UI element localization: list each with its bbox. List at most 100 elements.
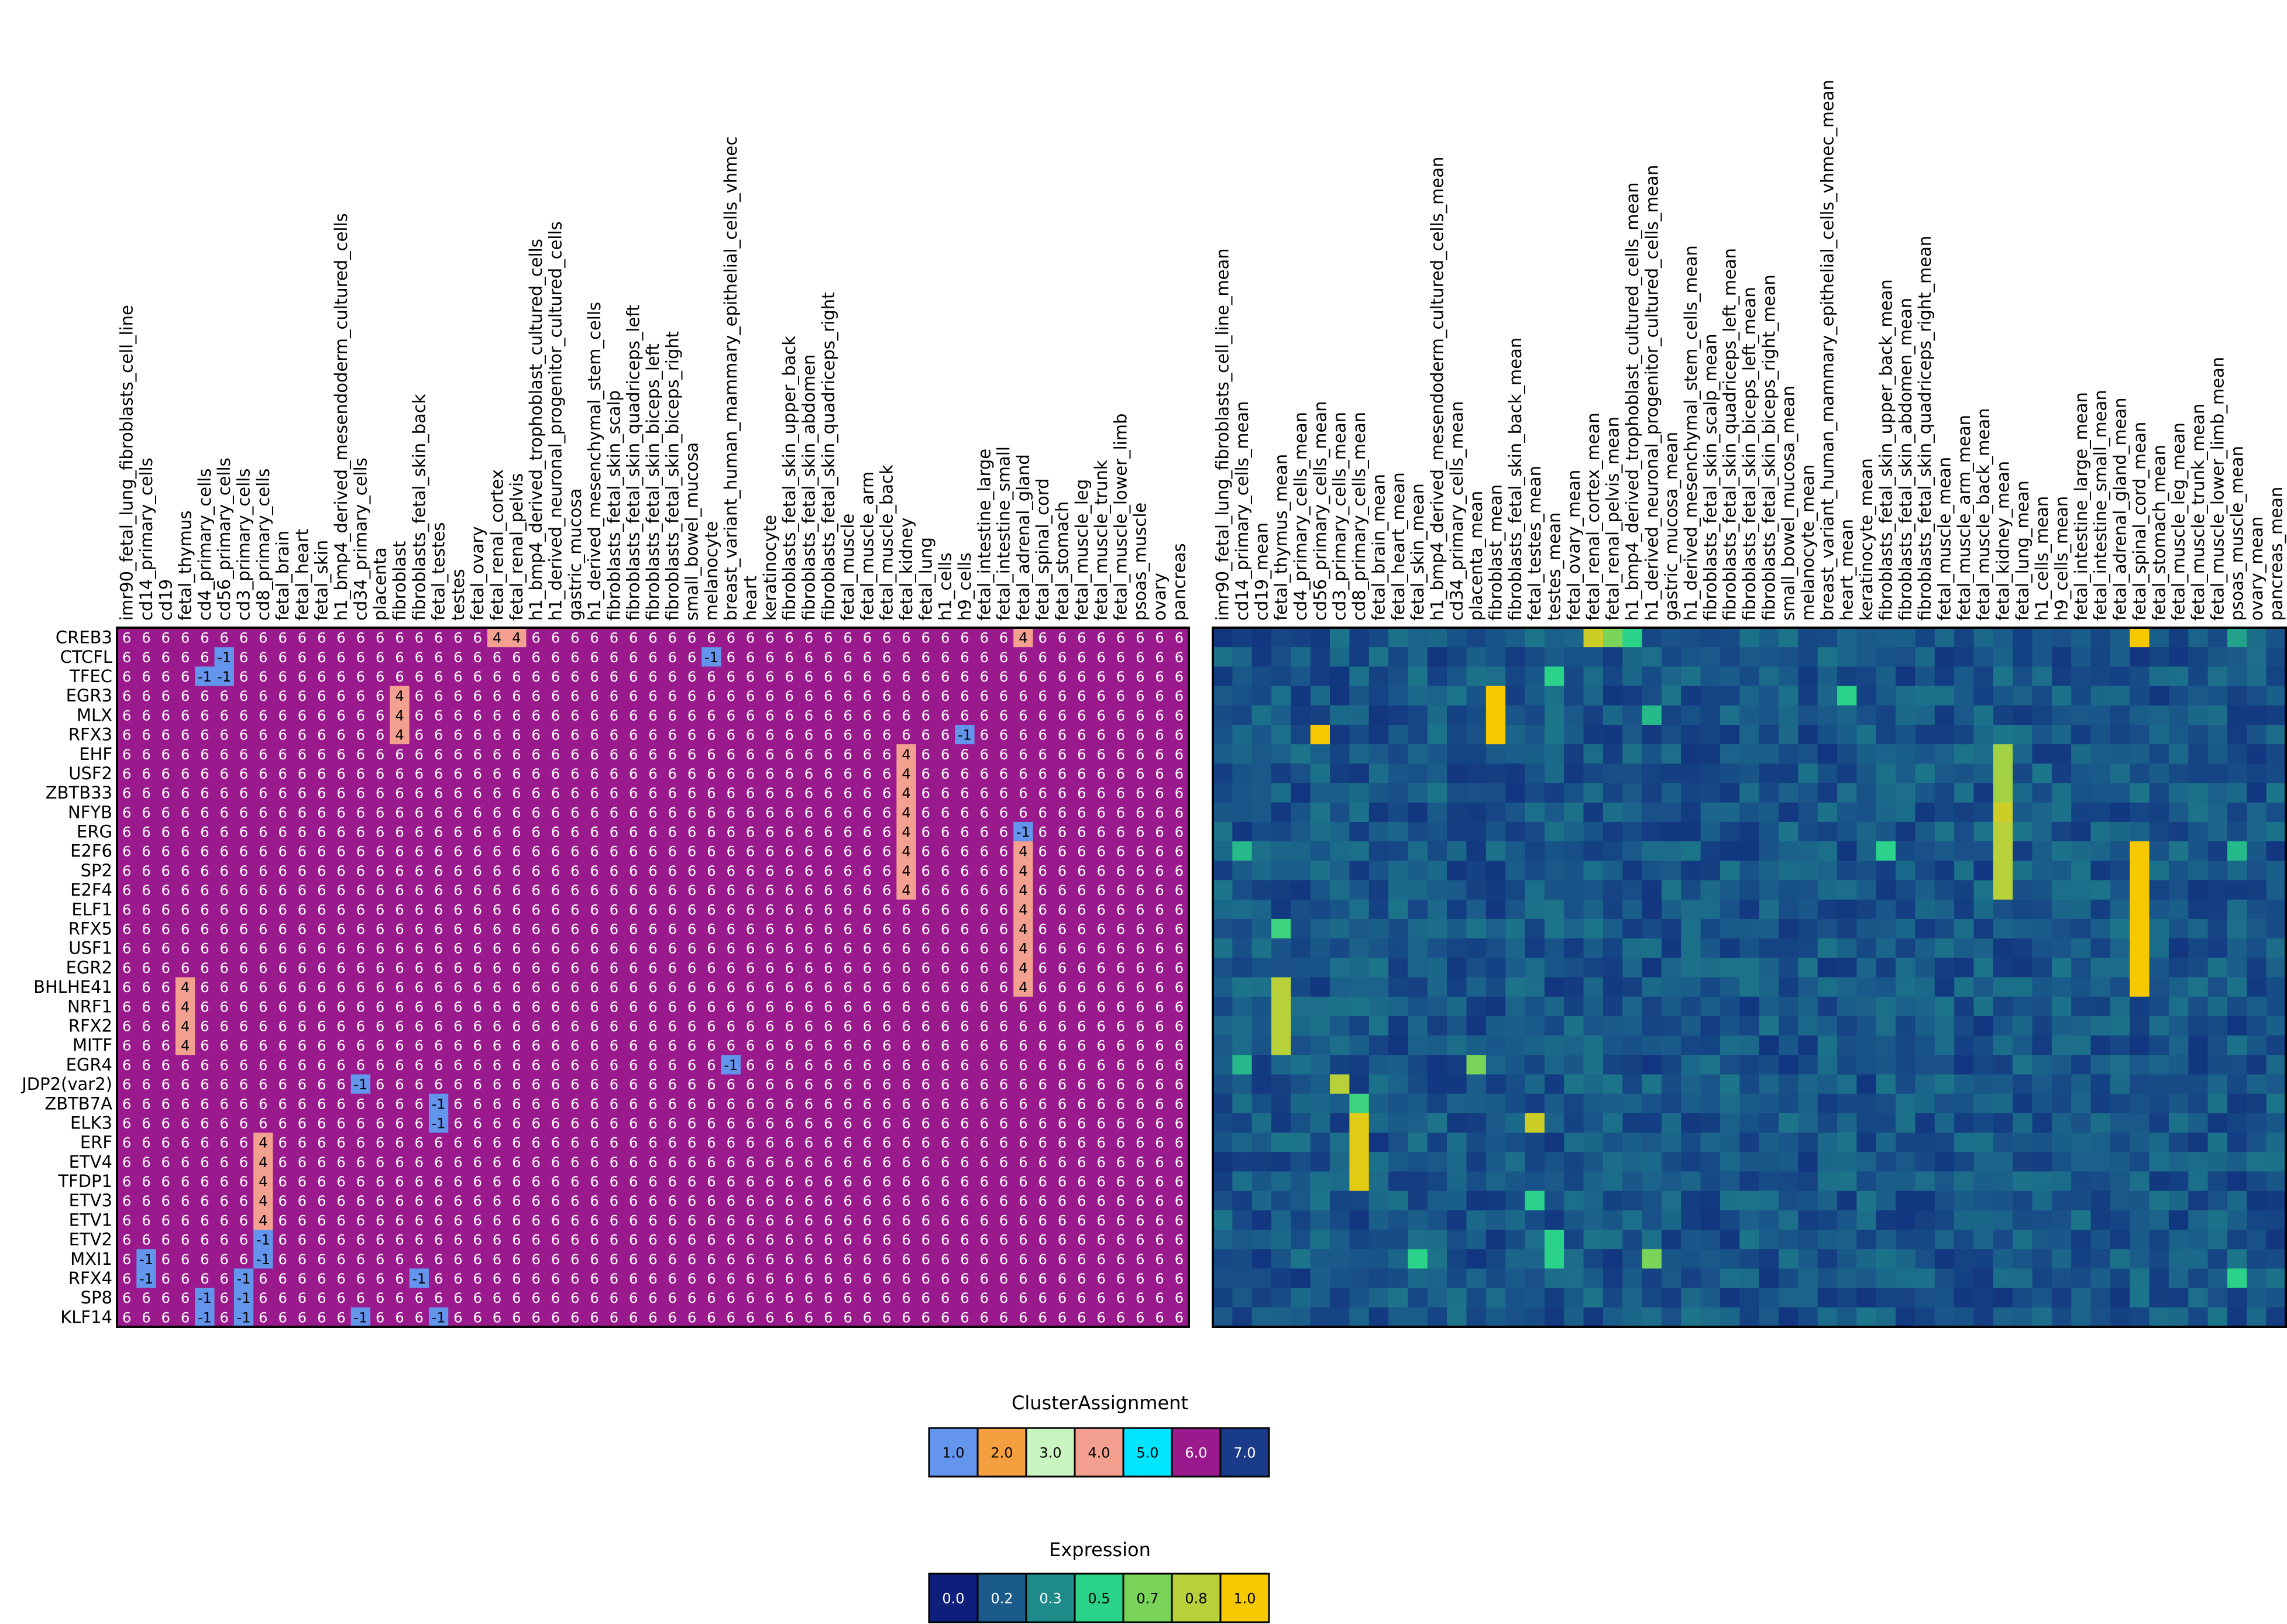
cluster-cell-value: 6 <box>1136 1115 1144 1131</box>
cluster-cell-value: 6 <box>999 688 1008 704</box>
expression-cell <box>1642 744 1662 764</box>
cluster-cell-value: 6 <box>1038 1174 1047 1190</box>
cluster-cell-value: 6 <box>317 844 326 860</box>
cluster-cell-value: 6 <box>239 1154 248 1171</box>
cluster-cell-value: 6 <box>434 1038 443 1054</box>
expression-cell <box>1583 686 1604 706</box>
cluster-cell-value: 6 <box>960 630 969 646</box>
cluster-cell-value: 6 <box>161 1154 170 1171</box>
cluster-cell-value: 6 <box>356 863 365 879</box>
cluster-cell-value: 6 <box>610 1193 618 1209</box>
cluster-cell-value: 6 <box>902 960 910 976</box>
cluster-cell-value: 6 <box>181 1271 190 1287</box>
cluster-cell-value: 6 <box>1038 688 1047 704</box>
cluster-cell-value: 6 <box>570 1096 579 1112</box>
cluster-cell-value: 6 <box>1058 1174 1067 1190</box>
cluster-cell-value: 6 <box>941 688 950 704</box>
expression-cell <box>1622 899 1643 920</box>
cluster-cell-value: 6 <box>590 979 599 996</box>
cluster-cell-value: 6 <box>707 1309 716 1326</box>
expression-cell <box>1408 724 1428 745</box>
cluster-cell-value: 6 <box>999 727 1008 744</box>
expression-cell <box>2266 686 2286 706</box>
cluster-cell-value: 6 <box>882 1096 891 1112</box>
cluster-cell-value: 6 <box>843 824 852 841</box>
cluster-cell-value: 6 <box>532 960 541 976</box>
cluster-cell-value: 6 <box>902 1154 910 1171</box>
cluster-cell-value: 6 <box>610 1232 618 1248</box>
cluster-cell-value: 6 <box>707 1115 716 1131</box>
cluster-cell-value: 6 <box>1155 921 1164 938</box>
cluster-cell-value: 6 <box>687 707 696 724</box>
cluster-cell-value: 6 <box>746 921 755 938</box>
cluster-cell-value: 6 <box>921 960 930 976</box>
cluster-cell-value: 6 <box>376 1154 384 1171</box>
cluster-cell-value: 6 <box>1175 649 1184 666</box>
cluster-cell-value: 6 <box>239 979 248 996</box>
cluster-cell-value: 6 <box>902 1271 910 1287</box>
cluster-cell-value: 6 <box>941 979 950 996</box>
expression-cell <box>2168 666 2189 687</box>
expression-cell <box>2207 744 2228 764</box>
row-label: USF2 <box>68 763 112 783</box>
expression-cell <box>1681 628 1701 648</box>
expression-cell <box>2149 666 2169 687</box>
expression-cell <box>1583 880 1604 900</box>
cluster-cell-value: 6 <box>142 1154 150 1171</box>
expression-cell <box>1485 899 1506 920</box>
cluster-cell-value: 6 <box>1096 785 1105 801</box>
expression-cell <box>1719 783 1740 803</box>
expression-cell <box>1447 938 1467 958</box>
cluster-cell-value: 6 <box>765 1212 774 1229</box>
cluster-cell-value: 6 <box>785 921 794 938</box>
cluster-cell-value: 6 <box>512 979 521 996</box>
cluster-cell-value: 6 <box>570 1038 579 1054</box>
expression-cell <box>1388 724 1409 745</box>
expression-cell <box>1368 899 1389 920</box>
cluster-cell-value: 6 <box>843 1115 852 1131</box>
cluster-cell-value: 6 <box>843 1018 852 1034</box>
cluster-cell-value: 6 <box>298 979 307 996</box>
cluster-cell-value: 6 <box>356 688 365 704</box>
cluster-cell-value: 6 <box>960 960 969 976</box>
cluster-cell-value: 6 <box>1077 649 1086 666</box>
cluster-cell-value: 6 <box>551 824 560 841</box>
expression-cell <box>1681 783 1701 803</box>
cluster-cell-value: 6 <box>532 727 541 744</box>
expression-cell <box>1583 918 1604 939</box>
expression-cell <box>1817 647 1838 667</box>
cluster-cell-value: 6 <box>512 1057 521 1074</box>
cluster-cell-value: 6 <box>629 1174 638 1190</box>
cluster-cell-value: 6 <box>336 1115 345 1131</box>
cluster-cell-value: 6 <box>1077 804 1086 821</box>
cluster-cell-value: 6 <box>493 941 501 957</box>
cluster-cell-value: 6 <box>882 844 891 860</box>
cluster-cell-value: 6 <box>161 1174 170 1190</box>
cluster-cell-value: 6 <box>181 863 190 879</box>
cluster-cell <box>390 647 410 667</box>
expression-cell <box>2168 880 2189 900</box>
cluster-cell-value: 6 <box>532 1251 541 1268</box>
cluster-cell-value: 6 <box>122 630 131 646</box>
cluster-cell-value: 6 <box>746 727 755 744</box>
expression-cell <box>1368 705 1389 725</box>
expression-cell <box>1700 938 1721 958</box>
expression-cell <box>1973 686 1994 706</box>
cluster-cell-value: 6 <box>1136 746 1144 763</box>
cluster-cell-value: 6 <box>161 1018 170 1034</box>
cluster-cell-value: 4 <box>902 844 910 860</box>
cluster-cell <box>175 666 195 687</box>
cluster-cell-value: 6 <box>1155 1290 1164 1306</box>
cluster-cell-value: 6 <box>356 649 365 666</box>
expression-cell <box>2266 666 2286 687</box>
cluster-cell-value: 6 <box>727 1174 735 1190</box>
cluster-cell-value: 6 <box>415 1251 424 1268</box>
cluster-cell-value: 6 <box>161 1076 170 1093</box>
expression-cell <box>1583 647 1604 667</box>
cluster-cell-value: 6 <box>824 1251 833 1268</box>
cluster-cell-value: 6 <box>629 1154 638 1171</box>
expression-cell <box>2110 802 2130 823</box>
cluster-cell-value: 6 <box>590 1076 599 1093</box>
cluster-cell-value: 6 <box>1038 844 1047 860</box>
expression-cell <box>1739 802 1760 823</box>
